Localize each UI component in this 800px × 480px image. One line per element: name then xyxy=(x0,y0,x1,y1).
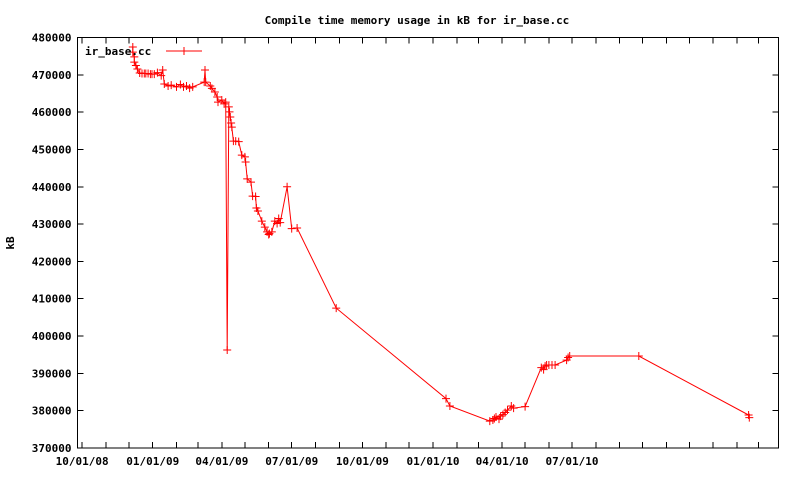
chart-title: Compile time memory usage in kB for ir_b… xyxy=(265,14,570,27)
x-tick-label: 10/01/08 xyxy=(56,455,109,468)
y-tick-label: 470000 xyxy=(32,69,72,82)
y-tick-label: 440000 xyxy=(32,181,72,194)
legend-series-label: ir_base.cc xyxy=(85,45,151,58)
legend: ir_base.cc xyxy=(85,45,202,58)
x-tick-label: 01/01/09 xyxy=(126,455,179,468)
y-axis-title: kB xyxy=(4,236,17,250)
x-tick-label: 10/01/09 xyxy=(336,455,389,468)
y-tick-label: 450000 xyxy=(32,143,72,156)
x-tick-label: 04/01/09 xyxy=(195,455,248,468)
series-group xyxy=(128,43,754,426)
y-tick-label: 390000 xyxy=(32,367,72,380)
axes: 370000 380000 390000 400000 410000 420000 4300… xyxy=(32,32,779,468)
y-tick-label: 420000 xyxy=(32,255,72,268)
x-tick-label: 07/01/09 xyxy=(265,455,318,468)
y-tick-label: 410000 xyxy=(32,293,72,306)
legend-plus-marker-icon xyxy=(180,47,188,55)
x-tick-label: 01/01/10 xyxy=(406,455,459,468)
x-tick-label: 07/01/10 xyxy=(545,455,598,468)
y-tick-label: 430000 xyxy=(32,218,72,231)
x-tick-label: 04/01/10 xyxy=(476,455,529,468)
y-tick-label: 480000 xyxy=(32,32,72,45)
y-tick-label: 370000 xyxy=(32,442,72,455)
data-point-markers xyxy=(128,43,754,426)
plot-border xyxy=(77,37,779,449)
y-tick-label: 380000 xyxy=(32,405,72,418)
y-tick-label: 460000 xyxy=(32,106,72,119)
y-tick-label: 400000 xyxy=(32,330,72,343)
